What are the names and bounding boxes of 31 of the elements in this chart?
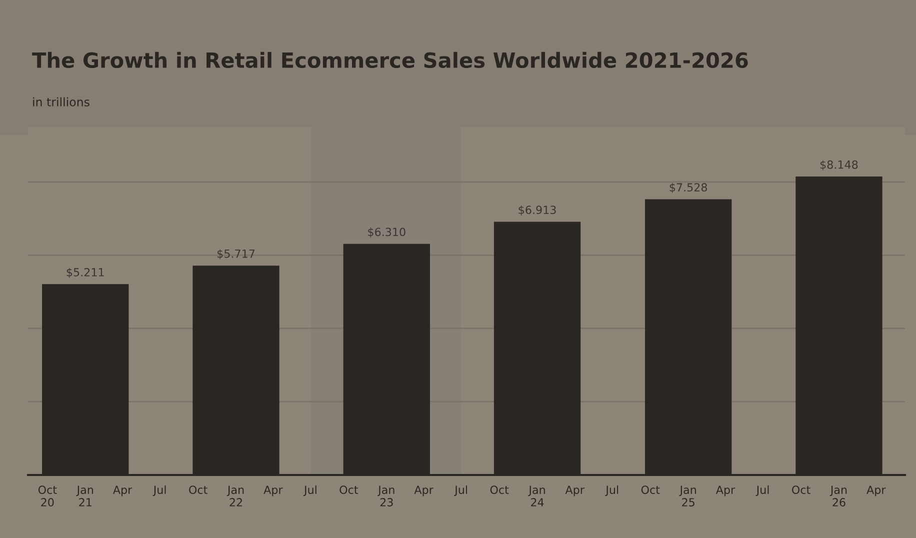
x-tick-label: Jan 26 — [830, 486, 847, 506]
data-label: $5.211 — [66, 268, 104, 278]
x-tick-label: Oct 20 — [38, 486, 57, 506]
x-tick-label: Jan 23 — [378, 486, 394, 506]
x-tick-label: Oct — [189, 486, 208, 494]
x-tick-label: Apr — [565, 486, 584, 496]
chart-subtitle: in trillions — [33, 97, 90, 106]
x-tick-label: Jan 24 — [528, 486, 545, 506]
x-tick-label: Jul — [152, 485, 166, 496]
x-tick-label: Apr — [716, 486, 736, 496]
x-tick-label: Oct — [792, 486, 810, 494]
x-tick-label: Oct — [490, 486, 509, 494]
data-label: $6.310 — [368, 228, 406, 238]
x-tick-label: Oct — [340, 486, 358, 494]
x-tick-label: Jan 22 — [226, 486, 244, 506]
x-tick-label: Jul — [756, 485, 769, 496]
data-label: $5.717 — [217, 249, 254, 260]
data-label: $8.148 — [820, 160, 858, 170]
x-tick-label: Jan 25 — [679, 486, 696, 506]
x-tick-label: Apr — [414, 486, 434, 496]
x-tick-label: Apr — [112, 486, 132, 496]
x-tick-label: Apr — [866, 486, 886, 496]
x-tick-label: Oct — [641, 486, 660, 494]
x-tick-label: Apr — [264, 486, 283, 496]
data-label: $7.528 — [670, 182, 708, 194]
x-tick-label: Jul — [454, 485, 467, 496]
chart-title: The Growth in Retail Ecommerce Sales Worldwide 2021-2026 — [32, 52, 748, 68]
x-tick-label: Jan 21 — [76, 486, 93, 506]
x-tick-label: Jul — [605, 485, 618, 496]
data-label: $6.913 — [518, 205, 556, 216]
x-tick-label: Jul — [303, 485, 316, 496]
